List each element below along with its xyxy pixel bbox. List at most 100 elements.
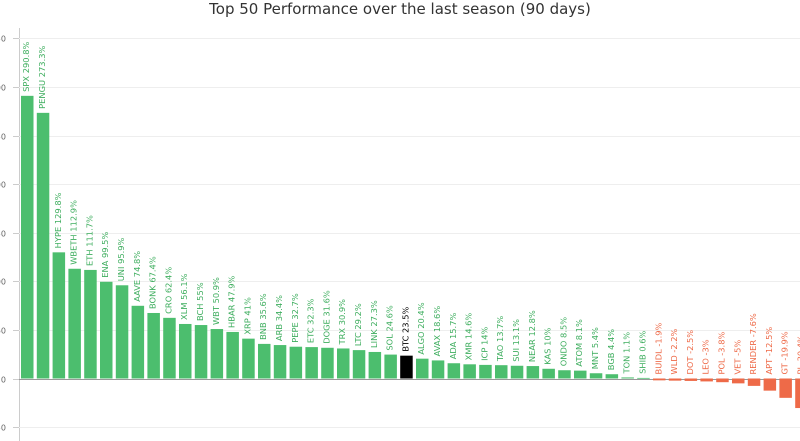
bar-etc[interactable]: [305, 347, 318, 379]
bar-label-ltc: LTC 29.2%: [353, 303, 363, 346]
bar-label-render: RENDER -7.6%: [748, 313, 758, 374]
bar-label-kas: KAS 10%: [543, 327, 553, 364]
bar-label-pi: PI -30.4%: [795, 335, 800, 375]
bar-label-sui: SUI 13.1%: [511, 319, 521, 362]
bar-label-icp: ICP 14%: [479, 326, 489, 360]
bar-label-avax: AVAX 18.6%: [432, 306, 442, 357]
bar-wld[interactable]: [668, 378, 682, 381]
bar-render[interactable]: [747, 378, 761, 386]
bar-label-bgb: BGB 4.4%: [606, 329, 616, 370]
bar-label-tao: TAO 13.7%: [495, 316, 505, 363]
bar-buidl[interactable]: [653, 378, 666, 381]
bar-label-ton: TON 1.1%: [622, 332, 632, 375]
y-tick-label: 100: [0, 278, 6, 287]
bar-uni[interactable]: [115, 285, 129, 379]
bar-aave[interactable]: [131, 305, 145, 379]
bar-near[interactable]: [526, 366, 540, 379]
bar-label-apt: APT -12.5%: [764, 327, 774, 375]
bar-pi[interactable]: [795, 378, 800, 409]
bar-sol[interactable]: [384, 354, 397, 379]
bar-xlm[interactable]: [179, 323, 192, 379]
bar-label-gt: GT -19.9%: [780, 331, 790, 374]
bar-spx[interactable]: [21, 95, 34, 379]
bar-atom[interactable]: [574, 370, 587, 379]
bar-label-pepe: PEPE 32.7%: [290, 293, 300, 343]
bar-mnt[interactable]: [589, 373, 603, 379]
bar-tao[interactable]: [495, 365, 508, 379]
bar-label-xmr: XMR 14.6%: [464, 313, 474, 361]
bar-pepe[interactable]: [289, 346, 303, 379]
bar-trx[interactable]: [337, 348, 350, 379]
bar-label-bonk: BONK 67.4%: [148, 256, 158, 309]
bar-shib[interactable]: [637, 377, 650, 379]
bar-ton[interactable]: [621, 377, 634, 379]
y-tick-label: 350: [0, 35, 6, 44]
bar-label-ada: ADA 15.7%: [448, 313, 458, 360]
bar-ada[interactable]: [447, 363, 461, 379]
bar-label-dot: DOT -2.5%: [685, 330, 695, 375]
bar-label-ondo: ONDO 8.5%: [558, 317, 568, 366]
bar-label-bch: BCH 55%: [195, 282, 205, 321]
bar-sui[interactable]: [510, 365, 524, 379]
bar-dot[interactable]: [684, 378, 698, 381]
bar-bgb[interactable]: [605, 374, 619, 379]
bar-kas[interactable]: [542, 368, 555, 379]
bar-label-mnt: MNT 5.4%: [590, 327, 600, 369]
bar-label-shib: SHIB 0.6%: [637, 330, 647, 373]
bar-btc[interactable]: [400, 355, 413, 379]
bar-label-arb: ARB 34.4%: [274, 295, 284, 341]
bar-gt[interactable]: [779, 378, 792, 398]
bar-ltc[interactable]: [352, 350, 366, 379]
bar-label-algo: ALGO 20.4%: [416, 302, 426, 354]
bar-label-vet: VET -5%: [732, 340, 742, 375]
bar-hype[interactable]: [52, 252, 66, 379]
bar-link[interactable]: [368, 351, 382, 379]
bar-bonk[interactable]: [147, 312, 160, 379]
bar-eth[interactable]: [84, 269, 97, 379]
bar-label-eth: ETH 111.7%: [84, 215, 94, 266]
bar-cro[interactable]: [163, 317, 176, 379]
bar-ena[interactable]: [100, 281, 113, 379]
bar-leo[interactable]: [700, 378, 713, 382]
bar-label-wld: WLD -2.2%: [669, 328, 679, 374]
bar-wbeth[interactable]: [68, 268, 81, 379]
bar-ondo[interactable]: [558, 370, 571, 379]
bar-label-ena: ENA 99.5%: [100, 232, 110, 278]
bar-label-uni: UNI 95.9%: [116, 237, 126, 281]
bar-label-buidl: BUIDL -1.9%: [653, 322, 663, 374]
bar-label-cro: CRO 62.4%: [163, 267, 173, 314]
bar-arb[interactable]: [273, 345, 287, 379]
bar-doge[interactable]: [321, 347, 334, 379]
bar-label-aave: AAVE 74.8%: [132, 251, 142, 302]
bar-label-btc: BTC 23.5%: [400, 306, 410, 351]
bar-bch[interactable]: [194, 325, 208, 379]
bar-pengu[interactable]: [36, 112, 50, 379]
bar-icp[interactable]: [479, 364, 492, 379]
bar-avax[interactable]: [431, 360, 445, 379]
bar-label-near: NEAR 12.8%: [527, 310, 537, 362]
bar-pol[interactable]: [716, 378, 729, 383]
y-tick-label: 300: [0, 84, 6, 93]
bar-algo[interactable]: [416, 358, 429, 379]
bar-label-hype: HYPE 129.8%: [53, 192, 63, 248]
bar-xrp[interactable]: [242, 338, 255, 379]
bar-label-bnb: BNB 35.6%: [258, 293, 268, 340]
y-tick-label: 0: [1, 376, 6, 385]
bar-bnb[interactable]: [258, 343, 271, 379]
bar-label-etc: ETC 32.3%: [306, 298, 316, 343]
y-tick-label: 50: [0, 327, 6, 336]
y-tick-label: 200: [0, 181, 6, 190]
bar-apt[interactable]: [763, 378, 777, 391]
bar-label-sol: SOL 24.6%: [385, 305, 395, 351]
bar-vet[interactable]: [732, 378, 745, 384]
bar-hbar[interactable]: [226, 331, 239, 379]
bar-label-wbt: WBT 50.9%: [211, 277, 221, 325]
bar-xmr[interactable]: [463, 364, 476, 379]
bar-label-xlm: XLM 56.1%: [179, 273, 189, 320]
bar-label-link: LINK 27.3%: [369, 300, 379, 348]
chart-title: Top 50 Performance over the last season …: [208, 0, 591, 18]
bar-label-spx: SPX 290.8%: [21, 41, 31, 91]
bar-wbt[interactable]: [210, 329, 224, 379]
